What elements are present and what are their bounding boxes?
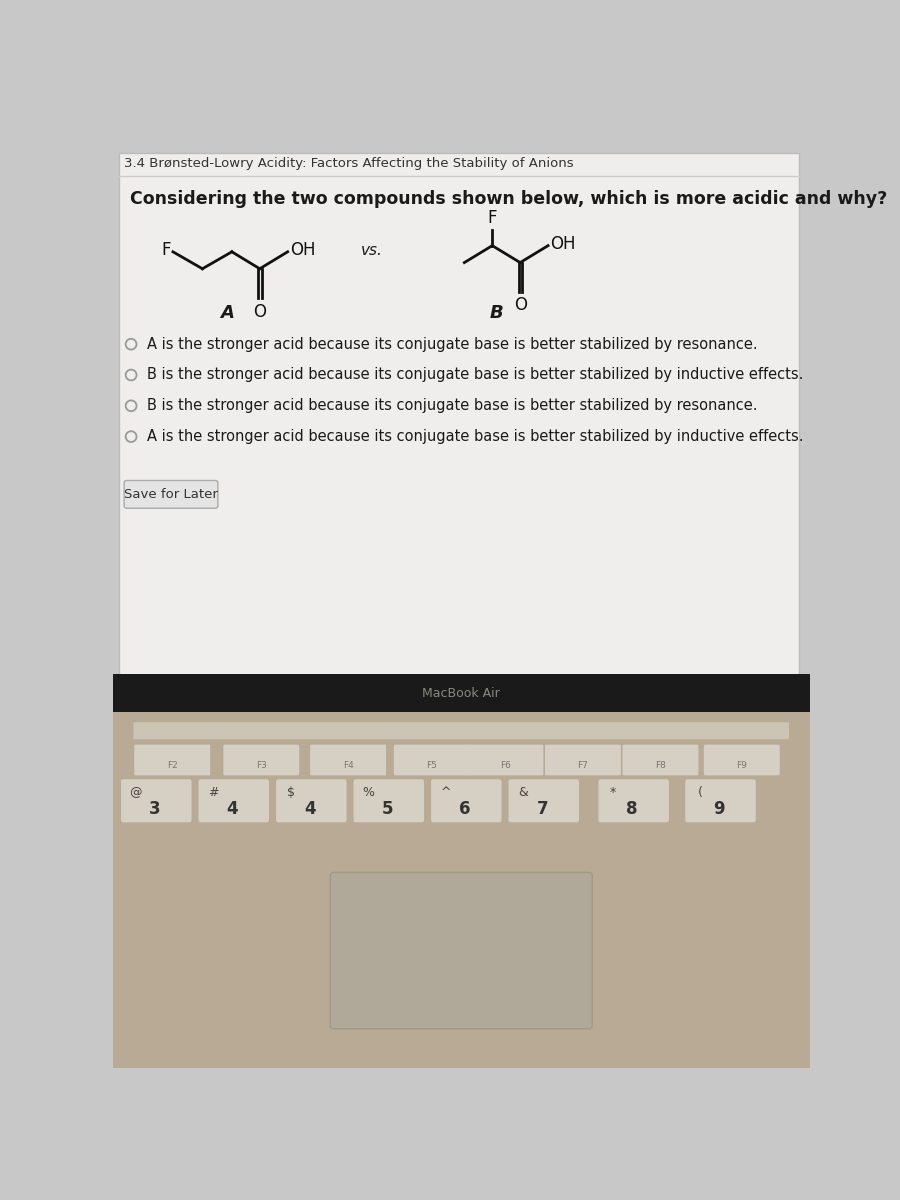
Text: 7: 7 (536, 799, 548, 817)
Text: F5: F5 (427, 761, 437, 770)
Wedge shape (368, 536, 500, 647)
FancyBboxPatch shape (467, 744, 544, 775)
FancyBboxPatch shape (685, 779, 756, 822)
Text: vs.: vs. (361, 242, 383, 258)
Text: 4: 4 (227, 799, 238, 817)
Text: F9: F9 (736, 761, 747, 770)
Text: @: @ (130, 786, 142, 799)
Wedge shape (367, 221, 694, 606)
Text: A is the stronger acid because its conjugate base is better stabilized by induct: A is the stronger acid because its conju… (147, 430, 803, 444)
Wedge shape (266, 341, 500, 606)
Text: O: O (514, 296, 526, 314)
Text: B is the stronger acid because its conjugate base is better stabilized by resona: B is the stronger acid because its conju… (147, 398, 757, 413)
Wedge shape (268, 313, 500, 606)
Text: *: * (610, 786, 616, 799)
Text: B is the stronger acid because its conjugate base is better stabilized by induct: B is the stronger acid because its conju… (147, 367, 803, 383)
FancyBboxPatch shape (276, 779, 346, 822)
Text: OH: OH (290, 241, 316, 259)
FancyBboxPatch shape (223, 744, 300, 775)
Text: F8: F8 (655, 761, 666, 770)
Text: F6: F6 (500, 761, 511, 770)
Text: A: A (220, 305, 234, 323)
Text: Save for Later: Save for Later (124, 488, 218, 500)
Text: F: F (161, 241, 171, 259)
Text: $: $ (287, 786, 295, 799)
FancyBboxPatch shape (394, 744, 470, 775)
Text: 9: 9 (713, 799, 725, 817)
Wedge shape (282, 406, 500, 606)
Wedge shape (279, 290, 533, 606)
FancyBboxPatch shape (354, 779, 424, 822)
Text: F: F (488, 209, 497, 227)
Wedge shape (345, 508, 500, 632)
FancyBboxPatch shape (431, 779, 501, 822)
Text: (: ( (698, 786, 702, 799)
Text: A is the stronger acid because its conjugate base is better stabilized by resona: A is the stronger acid because its conju… (147, 337, 757, 352)
FancyBboxPatch shape (134, 744, 211, 775)
Text: F4: F4 (343, 761, 354, 770)
Wedge shape (322, 474, 500, 612)
FancyBboxPatch shape (119, 154, 799, 677)
Text: Considering the two compounds shown below, which is more acidic and why?: Considering the two compounds shown belo… (130, 191, 886, 209)
Text: O: O (253, 302, 266, 320)
Wedge shape (270, 372, 500, 606)
Text: MacBook Air: MacBook Air (422, 688, 500, 701)
FancyBboxPatch shape (199, 779, 269, 822)
Text: ^: ^ (440, 786, 451, 799)
Wedge shape (300, 440, 500, 606)
FancyBboxPatch shape (623, 744, 698, 775)
Wedge shape (329, 244, 636, 606)
Text: 5: 5 (382, 799, 393, 817)
Wedge shape (300, 268, 582, 606)
Text: #: # (208, 786, 219, 799)
Text: F3: F3 (256, 761, 266, 770)
Bar (112, 712, 810, 1068)
FancyBboxPatch shape (598, 779, 669, 822)
Text: &: & (518, 786, 528, 799)
FancyBboxPatch shape (704, 744, 779, 775)
FancyBboxPatch shape (121, 779, 192, 822)
FancyBboxPatch shape (124, 480, 218, 509)
Text: 3: 3 (148, 799, 160, 817)
Text: 6: 6 (459, 799, 471, 817)
Text: B: B (490, 305, 503, 323)
FancyBboxPatch shape (330, 872, 592, 1028)
Text: %: % (362, 786, 374, 799)
Text: 3.4 Brønsted-Lowry Acidity: Factors Affecting the Stability of Anions: 3.4 Brønsted-Lowry Acidity: Factors Affe… (124, 157, 574, 169)
FancyBboxPatch shape (310, 744, 386, 775)
FancyBboxPatch shape (133, 722, 789, 739)
Text: 8: 8 (626, 799, 638, 817)
Text: 4: 4 (304, 799, 316, 817)
Text: OH: OH (551, 235, 576, 253)
FancyBboxPatch shape (508, 779, 579, 822)
Text: F7: F7 (578, 761, 589, 770)
Bar (112, 673, 810, 713)
Text: F2: F2 (166, 761, 177, 770)
FancyBboxPatch shape (545, 744, 621, 775)
